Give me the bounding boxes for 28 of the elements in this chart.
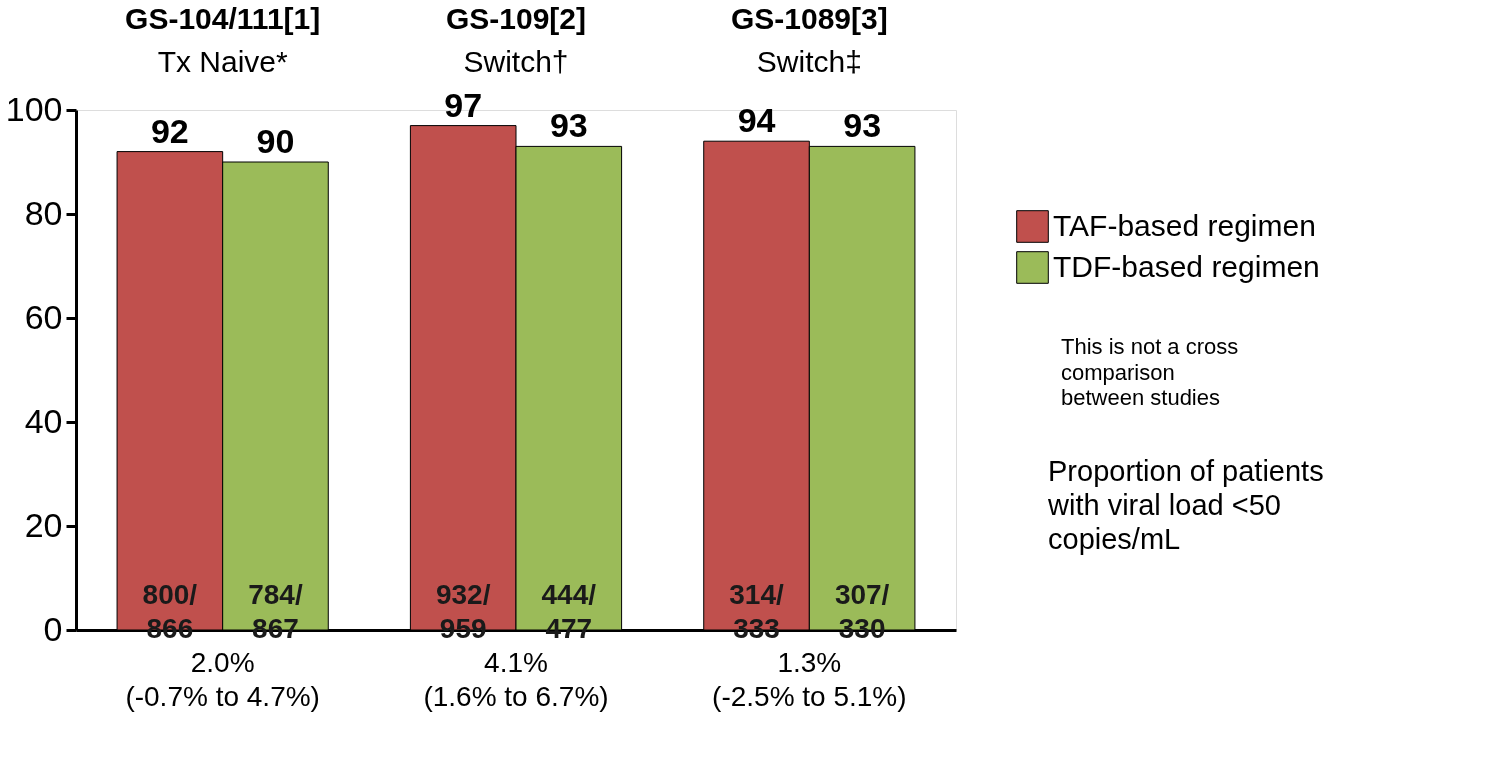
- y-tick-label: 0: [43, 609, 63, 648]
- y-tick-label: 40: [24, 401, 63, 440]
- text: Proportion of patients with viral load <50 copies/mL: [1047, 455, 1324, 555]
- legend-label: TDF-based regimen: [1053, 249, 1320, 283]
- data-label: 93: [549, 106, 588, 145]
- annotation: 307/ 330: [834, 579, 890, 644]
- annotation: 784/ 867: [248, 579, 303, 644]
- legend-label: TAF-based regimen: [1053, 208, 1316, 242]
- annotation: 314/ 333: [729, 579, 784, 644]
- data-label: 94: [737, 101, 776, 140]
- data-label: 90: [256, 122, 295, 160]
- y-tick-label: 100: [5, 89, 63, 128]
- data-label: 93: [843, 106, 882, 145]
- category-label: GS-104/111[1] Tx Naive*: [125, 2, 321, 78]
- data-label: 97: [444, 85, 483, 124]
- category-label: GS-109[2] Switch†: [445, 2, 587, 78]
- annotation: 444/ 477: [541, 579, 597, 644]
- y-tick-label: 80: [24, 193, 63, 232]
- text: 2.0% (-0.7% to 4.7%): [125, 647, 320, 712]
- text: This is not a cross comparison between studies: [1061, 334, 1239, 411]
- y-tick-label: 60: [24, 297, 63, 336]
- category-label: GS-1089[3] Switch‡: [730, 2, 888, 78]
- text: 4.1% (1.6% to 6.7%): [423, 647, 609, 712]
- text: 1.3% (-2.5% to 5.1%): [712, 647, 907, 712]
- data-label: 92: [150, 111, 189, 150]
- annotation: 800/ 866: [142, 579, 198, 644]
- y-tick-label: 20: [24, 505, 63, 544]
- annotation: 932/ 959: [435, 579, 491, 644]
